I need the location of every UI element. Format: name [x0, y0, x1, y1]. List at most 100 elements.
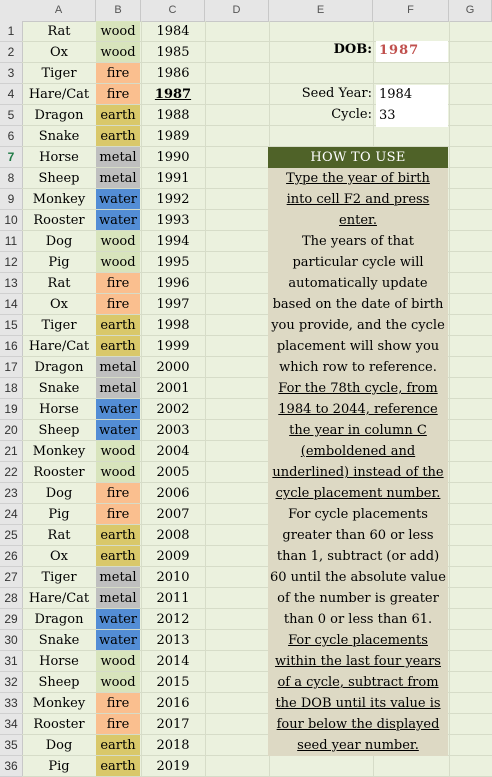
year-cell[interactable]: 1984	[156, 24, 190, 39]
element-cell[interactable]: metal	[96, 147, 140, 167]
zodiac-animal-cell[interactable]: Dog	[45, 234, 73, 249]
zodiac-animal-cell[interactable]: Rat	[47, 276, 71, 291]
zodiac-animal-cell[interactable]: Hare/Cat	[28, 87, 90, 102]
zodiac-animal-cell[interactable]: Snake	[38, 129, 80, 144]
year-cell[interactable]: 2015	[156, 675, 190, 690]
zodiac-animal-cell[interactable]: Hare/Cat	[28, 339, 90, 354]
element-cell[interactable]: earth	[96, 546, 140, 566]
row-header[interactable]: 14	[0, 294, 22, 315]
zodiac-animal-cell[interactable]: Snake	[38, 381, 80, 396]
row-header[interactable]: 3	[0, 63, 22, 84]
zodiac-animal-cell[interactable]: Tiger	[41, 570, 77, 585]
year-cell[interactable]: 2016	[156, 696, 190, 711]
element-cell[interactable]: fire	[96, 273, 140, 293]
zodiac-animal-cell[interactable]: Tiger	[41, 318, 77, 333]
zodiac-animal-cell[interactable]: Snake	[38, 633, 80, 648]
element-cell[interactable]: water	[96, 399, 140, 419]
year-cell[interactable]: 2000	[156, 360, 190, 375]
zodiac-animal-cell[interactable]: Dragon	[34, 108, 84, 123]
element-cell[interactable]: water	[96, 420, 140, 440]
zodiac-animal-cell[interactable]: Horse	[39, 402, 79, 417]
row-header[interactable]: 28	[0, 588, 22, 609]
element-cell[interactable]: fire	[96, 483, 140, 503]
element-cell[interactable]: earth	[96, 126, 140, 146]
row-header[interactable]: 11	[0, 231, 22, 252]
element-cell[interactable]: metal	[96, 378, 140, 398]
row-header[interactable]: 31	[0, 651, 22, 672]
element-cell[interactable]: wood	[96, 21, 140, 41]
column-header-d[interactable]: D	[205, 0, 269, 21]
row-header[interactable]: 24	[0, 504, 22, 525]
row-header[interactable]: 9	[0, 189, 22, 210]
element-cell[interactable]: earth	[96, 336, 140, 356]
year-cell[interactable]: 2011	[156, 591, 190, 606]
row-header[interactable]: 34	[0, 714, 22, 735]
element-cell[interactable]: water	[96, 210, 140, 230]
element-cell[interactable]: fire	[96, 294, 140, 314]
element-cell[interactable]: earth	[96, 105, 140, 125]
zodiac-animal-cell[interactable]: Ox	[50, 549, 68, 564]
zodiac-animal-cell[interactable]: Tiger	[41, 66, 77, 81]
zodiac-animal-cell[interactable]: Horse	[39, 654, 79, 669]
year-cell[interactable]: 2013	[156, 633, 190, 648]
row-header[interactable]: 13	[0, 273, 22, 294]
zodiac-animal-cell[interactable]: Monkey	[32, 192, 86, 207]
row-header[interactable]: 33	[0, 693, 22, 714]
element-cell[interactable]: metal	[96, 168, 140, 188]
year-cell[interactable]: 2005	[156, 465, 190, 480]
row-header[interactable]: 22	[0, 462, 22, 483]
year-cell[interactable]: 2003	[156, 423, 190, 438]
year-cell[interactable]: 1992	[156, 192, 190, 207]
zodiac-animal-cell[interactable]: Horse	[39, 150, 79, 165]
element-cell[interactable]: wood	[96, 231, 140, 251]
year-cell[interactable]: 1993	[156, 213, 190, 228]
year-cell[interactable]: 2012	[156, 612, 190, 627]
year-cell[interactable]: 1996	[156, 276, 190, 291]
year-cell[interactable]: 2017	[156, 717, 190, 732]
year-cell[interactable]: 2002	[156, 402, 190, 417]
zodiac-animal-cell[interactable]: Ox	[50, 45, 68, 60]
row-header[interactable]: 27	[0, 567, 22, 588]
zodiac-animal-cell[interactable]: Sheep	[38, 423, 80, 438]
zodiac-animal-cell[interactable]: Pig	[48, 759, 70, 774]
element-cell[interactable]: earth	[96, 315, 140, 335]
row-header[interactable]: 21	[0, 441, 22, 462]
element-cell[interactable]: earth	[96, 735, 140, 755]
element-cell[interactable]: metal	[96, 588, 140, 608]
year-cell[interactable]: 2008	[156, 528, 190, 543]
zodiac-animal-cell[interactable]: Pig	[48, 255, 70, 270]
element-cell[interactable]: earth	[96, 756, 140, 776]
element-cell[interactable]: fire	[96, 504, 140, 524]
element-cell[interactable]: wood	[96, 441, 140, 461]
element-cell[interactable]: wood	[96, 462, 140, 482]
element-cell[interactable]: water	[96, 630, 140, 650]
zodiac-animal-cell[interactable]: Rooster	[33, 717, 85, 732]
element-cell[interactable]: fire	[96, 63, 140, 83]
element-cell[interactable]: water	[96, 609, 140, 629]
element-cell[interactable]: fire	[96, 714, 140, 734]
row-header[interactable]: 15	[0, 315, 22, 336]
row-header[interactable]: 12	[0, 252, 22, 273]
zodiac-animal-cell[interactable]: Sheep	[38, 171, 80, 186]
year-cell[interactable]: 1999	[156, 339, 190, 354]
zodiac-animal-cell[interactable]: Pig	[48, 507, 70, 522]
year-cell[interactable]: 2010	[156, 570, 190, 585]
column-header-e[interactable]: E	[269, 0, 373, 21]
row-header[interactable]: 5	[0, 105, 22, 126]
column-header-c[interactable]: C	[141, 0, 205, 21]
row-header[interactable]: 6	[0, 126, 22, 147]
element-cell[interactable]: wood	[96, 252, 140, 272]
row-header[interactable]: 30	[0, 630, 22, 651]
year-cell[interactable]: 2019	[156, 759, 190, 774]
year-cell[interactable]: 1985	[156, 45, 190, 60]
year-cell[interactable]: 2006	[156, 486, 190, 501]
row-header[interactable]: 10	[0, 210, 22, 231]
year-cell[interactable]: 1998	[156, 318, 190, 333]
year-cell[interactable]: 2004	[156, 444, 190, 459]
year-cell[interactable]: 1986	[156, 66, 190, 81]
year-cell[interactable]: 2009	[156, 549, 190, 564]
element-cell[interactable]: fire	[96, 693, 140, 713]
year-cell[interactable]: 1991	[156, 171, 190, 186]
column-header-b[interactable]: B	[96, 0, 141, 21]
year-cell[interactable]: 2007	[156, 507, 190, 522]
